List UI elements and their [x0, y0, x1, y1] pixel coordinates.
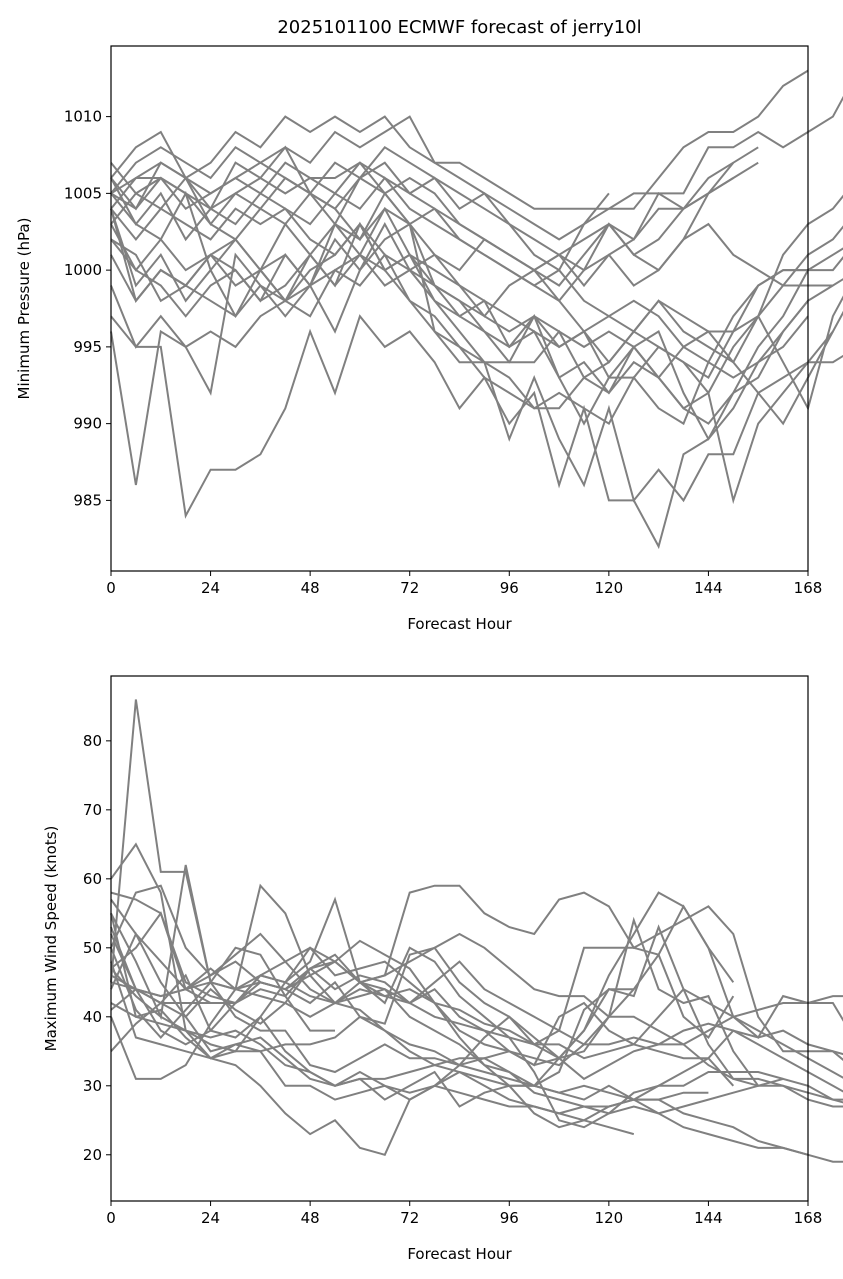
pressure-x-tick-label: 144: [694, 579, 723, 597]
chart-title: 2025101100 ECMWF forecast of jerry10l: [277, 17, 641, 38]
wind-y-tick-label: 20: [83, 1146, 102, 1164]
pressure-y-tick-label: 1010: [64, 108, 102, 126]
wind-series-line-19: [110, 891, 843, 1046]
pressure-series-line-13: [110, 208, 834, 505]
wind-series-line-7: [110, 1002, 843, 1156]
wind-series-line-16: [110, 988, 335, 1052]
pressure-x-ticks: 0 24 48 72 96 120 144 168: [106, 571, 822, 597]
pressure-y-tick-label: 1005: [64, 184, 102, 202]
wind-series-group: [110, 699, 843, 1163]
pressure-x-tick-label: 120: [595, 579, 624, 597]
pressure-x-tick-label: 96: [500, 579, 519, 597]
wind-y-tick-label: 40: [83, 1008, 102, 1026]
wind-x-axis-label: Forecast Hour: [407, 1245, 512, 1263]
wind-x-tick-label: 72: [400, 1209, 419, 1227]
wind-series-line-6: [110, 961, 635, 1136]
wind-y-tick-label: 80: [83, 732, 102, 750]
wind-series-line-11: [110, 932, 843, 1108]
pressure-y-axis-label: Minimum Pressure (hPa): [15, 218, 33, 400]
pressure-y-tick-label: 985: [73, 491, 102, 509]
pressure-y-tick-label: 1000: [64, 261, 102, 279]
pressure-series-line-5: [110, 176, 843, 303]
wind-x-tick-label: 168: [794, 1209, 823, 1227]
wind-series-line-8: [110, 933, 843, 1115]
pressure-series-line-11: [110, 222, 843, 503]
wind-series-line-10: [110, 884, 843, 1056]
wind-series-line-15: [110, 931, 843, 1101]
wind-y-tick-label: 30: [83, 1077, 102, 1095]
wind-series-line-12: [110, 913, 735, 1087]
wind-x-tick-label: 24: [201, 1209, 220, 1227]
wind-x-tick-label: 48: [301, 1209, 320, 1227]
pressure-x-tick-label: 168: [794, 579, 823, 597]
wind-series-line-3: [110, 864, 735, 1046]
wind-x-tick-label: 120: [595, 1209, 624, 1227]
pressure-series-line-12: [110, 300, 809, 550]
pressure-plot-frame: [110, 45, 809, 572]
pressure-x-tick-label: 48: [301, 579, 320, 597]
pressure-y-ticks: 985 990 995 1000 1005 1010: [64, 108, 111, 509]
pressure-y-tick-label: 990: [73, 415, 102, 433]
wind-x-ticks: 0 24 48 72 96 120 144 168: [106, 1201, 822, 1227]
pressure-series-line-1: [110, 95, 843, 210]
wind-y-tick-label: 50: [83, 939, 102, 957]
pressure-series-line-20: [110, 238, 809, 380]
pressure-series-line-6: [110, 176, 843, 364]
wind-x-tick-label: 144: [694, 1209, 723, 1227]
wind-series-line-17: [110, 926, 843, 1115]
pressure-series-line-15: [110, 176, 734, 288]
wind-series-line-20: [110, 960, 809, 1156]
pressure-series-line-2: [110, 69, 809, 241]
wind-y-ticks: 20 30 40 50 60 70 80: [83, 732, 111, 1164]
wind-x-tick-label: 0: [106, 1209, 116, 1227]
wind-series-line-14: [110, 911, 634, 1087]
wind-series-line-9: [110, 987, 843, 1163]
pressure-x-axis-label: Forecast Hour: [407, 615, 512, 633]
pressure-series-line-14: [110, 161, 759, 272]
pressure-x-tick-label: 24: [201, 579, 220, 597]
pressure-y-tick-label: 995: [73, 338, 102, 356]
pressure-x-tick-label: 72: [400, 579, 419, 597]
wind-plot-frame: [110, 675, 809, 1202]
wind-panel: 0 24 48 72 96 120 144 168 20 30 40 50 60 70 80 Foreca…: [42, 675, 843, 1263]
pressure-series-line-18: [110, 190, 843, 411]
wind-y-axis-label: Maximum Wind Speed (knots): [42, 826, 60, 1052]
wind-x-tick-label: 96: [500, 1209, 519, 1227]
pressure-x-tick-label: 0: [106, 579, 116, 597]
wind-y-tick-label: 60: [83, 870, 102, 888]
pressure-series-line-16: [110, 207, 843, 426]
pressure-series-line-17: [110, 145, 610, 272]
wind-y-tick-label: 70: [83, 801, 102, 819]
pressure-series-group: [110, 69, 843, 550]
pressure-panel: 2025101100 ECMWF forecast of jerry10l 0 2…: [15, 17, 843, 633]
